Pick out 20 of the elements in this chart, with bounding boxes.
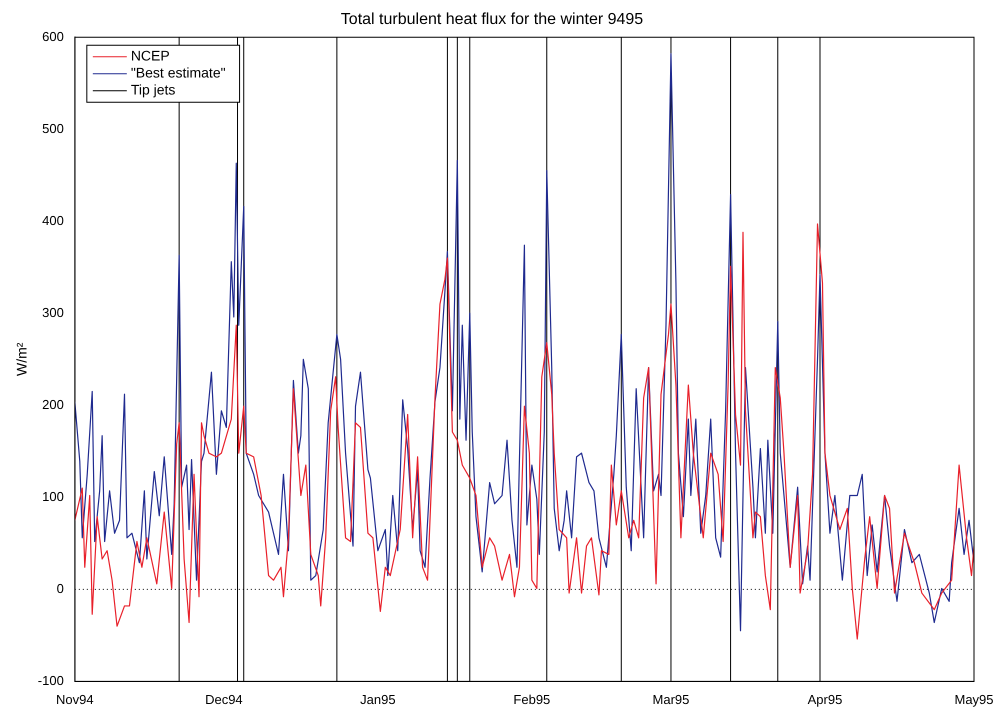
y-tick-label: 100 — [42, 488, 64, 504]
x-tick-label: Nov94 — [56, 692, 94, 707]
x-tick-label: Jan95 — [360, 692, 396, 707]
y-tick-label: 0 — [56, 580, 64, 596]
x-tick-label: Feb95 — [513, 692, 550, 707]
chart-title: Total turbulent heat flux for the winter 9495 — [340, 11, 644, 28]
y-tick-label: -100 — [38, 672, 64, 688]
legend-label: NCEP — [130, 48, 170, 64]
x-tick-label: Mar95 — [652, 692, 690, 707]
x-tick-label: Apr95 — [808, 692, 842, 707]
y-tick-label: 300 — [42, 304, 64, 320]
x-tick-label: May95 — [954, 692, 994, 707]
y-axis-title: W/m² — [13, 342, 30, 376]
ref-line-label: Tip jets — [130, 82, 176, 98]
x-tick-label: Dec94 — [205, 692, 243, 707]
legend-label: "Best estimate" — [130, 64, 226, 81]
y-tick-label: 400 — [42, 212, 64, 228]
y-tick-label: 600 — [42, 28, 64, 44]
y-tick-label: 200 — [42, 396, 64, 412]
y-tick-label: 500 — [42, 120, 64, 136]
